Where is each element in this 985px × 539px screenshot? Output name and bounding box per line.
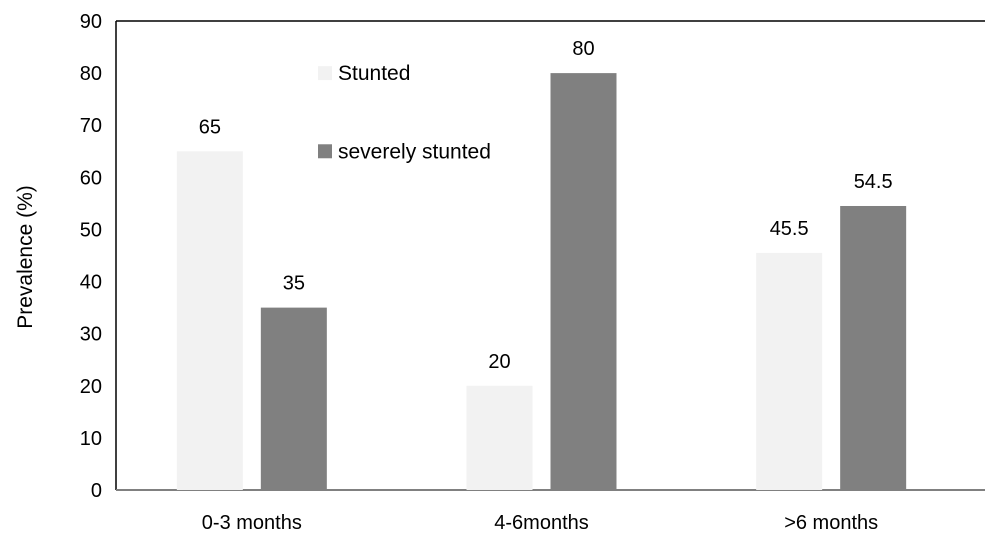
bars bbox=[176, 73, 907, 490]
data-label: 54.5 bbox=[854, 171, 893, 193]
bar-stunted bbox=[466, 385, 533, 490]
legend-swatch bbox=[318, 66, 332, 81]
y-tick-label: 30 bbox=[80, 324, 102, 346]
y-axis-ticks: 0 10 20 30 40 50 60 70 80 90 bbox=[80, 11, 102, 502]
legend-swatch bbox=[318, 144, 332, 159]
data-label: 35 bbox=[283, 273, 305, 295]
bar-stunted bbox=[756, 252, 823, 490]
data-labels: 65 35 20 80 45.5 54.5 bbox=[199, 38, 893, 373]
y-tick-label: 40 bbox=[80, 272, 102, 294]
legend: Stunted severely stunted bbox=[318, 62, 491, 163]
bar-stunted bbox=[176, 151, 243, 490]
data-label: 65 bbox=[199, 116, 221, 138]
bar-severely-stunted bbox=[840, 205, 907, 490]
y-tick-label: 10 bbox=[80, 428, 102, 450]
y-tick-label: 60 bbox=[80, 167, 102, 189]
y-tick-label: 20 bbox=[80, 376, 102, 398]
x-category-label: 4-6months bbox=[494, 512, 589, 534]
y-tick-label: 50 bbox=[80, 219, 102, 241]
legend-label: Stunted bbox=[338, 62, 410, 85]
y-tick-label: 80 bbox=[80, 63, 102, 85]
x-category-label: >6 months bbox=[784, 512, 878, 534]
y-axis-title: Prevalence (%) bbox=[14, 185, 37, 329]
y-tick-label: 70 bbox=[80, 115, 102, 137]
data-label: 20 bbox=[488, 351, 510, 373]
y-tick-label: 90 bbox=[80, 11, 102, 33]
legend-label: severely stunted bbox=[338, 140, 491, 163]
bar-severely-stunted bbox=[550, 73, 617, 490]
y-tick-label: 0 bbox=[91, 480, 102, 502]
data-label: 80 bbox=[572, 38, 594, 60]
x-axis-categories: 0-3 months 4-6months >6 months bbox=[202, 512, 878, 534]
bar-severely-stunted bbox=[260, 307, 327, 490]
x-category-label: 0-3 months bbox=[202, 512, 302, 534]
data-label: 45.5 bbox=[770, 218, 809, 240]
